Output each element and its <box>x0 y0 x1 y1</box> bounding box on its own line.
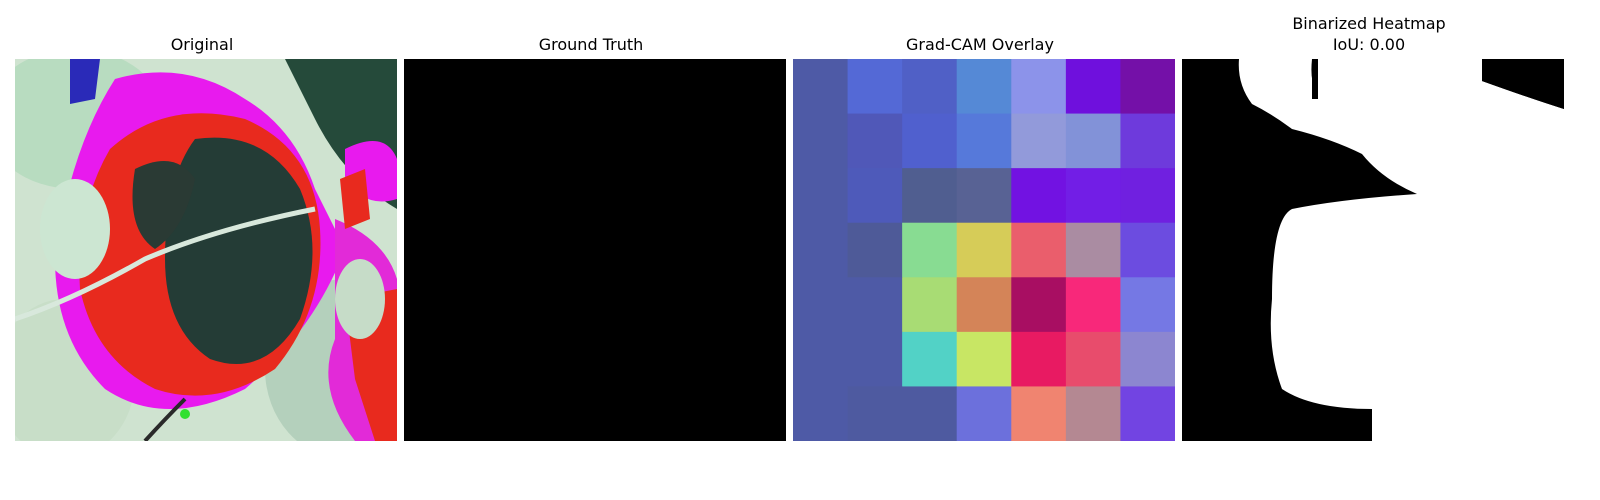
gradcam-cell <box>1011 168 1067 224</box>
gradcam-cell <box>902 168 958 224</box>
gradcam-cell <box>793 168 849 224</box>
gradcam-cell <box>1120 113 1175 169</box>
panel-title-binarized: Binarized Heatmap IoU: 0.00 <box>1159 13 1579 55</box>
gradcam-cell <box>793 113 849 169</box>
gradcam-cell <box>956 113 1012 169</box>
gradcam-cell <box>1120 386 1175 441</box>
gradcam-cell <box>847 59 903 115</box>
gradcam-cell <box>847 113 903 169</box>
gradcam-cell <box>1120 331 1175 387</box>
gradcam-cell <box>1011 113 1067 169</box>
gradcam-cell <box>1065 59 1121 115</box>
gradcam-cell <box>1120 222 1175 278</box>
gradcam-cell <box>902 59 958 115</box>
ground-truth-mask <box>404 59 786 441</box>
gradcam-cell <box>1011 331 1067 387</box>
gradcam-cell <box>793 331 849 387</box>
gradcam-cell <box>902 222 958 278</box>
gradcam-cell <box>902 331 958 387</box>
gradcam-cell <box>956 59 1012 115</box>
panel-title-gradcam: Grad-CAM Overlay <box>906 35 1054 54</box>
iou-score: IoU: 0.00 <box>1332 35 1406 54</box>
gradcam-cell <box>1065 331 1121 387</box>
gradcam-cell <box>1065 168 1121 224</box>
gradcam-cell <box>847 168 903 224</box>
gradcam-cell <box>902 277 958 333</box>
gradcam-cell <box>1065 222 1121 278</box>
gradcam-cell <box>793 59 849 115</box>
gradcam-cell <box>793 386 849 441</box>
binarized-heatmap <box>1182 59 1564 441</box>
gradcam-cell <box>902 113 958 169</box>
gradcam-cell <box>793 222 849 278</box>
panel-title-original: Original <box>170 35 234 54</box>
gradcam-cell <box>1120 59 1175 115</box>
gradcam-cell <box>956 277 1012 333</box>
gradcam-cell <box>793 277 849 333</box>
gradcam-cell <box>1011 277 1067 333</box>
gradcam-cell <box>1065 386 1121 441</box>
original-image <box>15 59 397 441</box>
gradcam-cell <box>847 386 903 441</box>
gradcam-cell <box>1011 222 1067 278</box>
gradcam-overlay <box>793 59 1175 441</box>
gradcam-cell <box>847 331 903 387</box>
gradcam-cell <box>956 168 1012 224</box>
gradcam-cell <box>956 386 1012 441</box>
gradcam-cell <box>1011 59 1067 115</box>
gradcam-cell <box>1120 277 1175 333</box>
gradcam-cell <box>1065 113 1121 169</box>
panel-title-ground-truth: Ground Truth <box>538 35 644 54</box>
binarized-title: Binarized Heatmap <box>1292 14 1446 33</box>
gradcam-cell <box>902 386 958 441</box>
gradcam-cell <box>1120 168 1175 224</box>
gradcam-cell <box>956 331 1012 387</box>
gradcam-cell <box>1011 386 1067 441</box>
gradcam-cell <box>847 222 903 278</box>
gradcam-cell <box>956 222 1012 278</box>
gradcam-cell <box>1065 277 1121 333</box>
gradcam-cell <box>847 277 903 333</box>
